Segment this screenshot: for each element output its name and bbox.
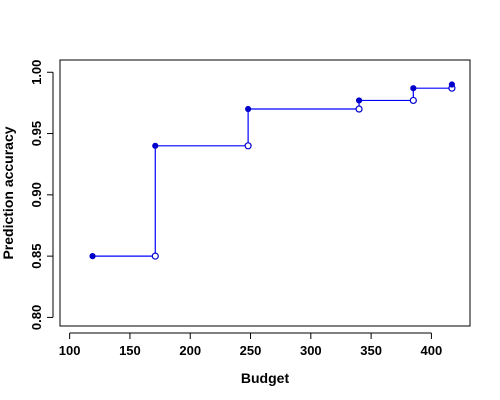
filled-point [410, 85, 417, 92]
filled-point [245, 105, 252, 113]
plot-frame [59, 59, 471, 327]
x-tick-label: 200 [179, 343, 201, 358]
filled-point [152, 142, 159, 149]
y-axis-title: Prediction accuracy [0, 126, 16, 259]
x-tick-label: 400 [421, 343, 443, 358]
open-point [355, 105, 363, 113]
y-tick-label: 0.80 [29, 305, 44, 330]
open-point [244, 142, 252, 150]
y-axis: 0.80 0.85 0.90 0.95 1.00 [29, 60, 54, 330]
filled-point [448, 81, 456, 88]
x-axis: 100 150 200 250 300 350 400 [59, 332, 443, 358]
y-tick-label: 0.85 [29, 243, 44, 268]
y-tick-label: 0.95 [29, 121, 44, 146]
x-tick-label: 250 [240, 343, 262, 358]
y-tick-label: 1.00 [29, 60, 44, 85]
filled-point [89, 253, 96, 260]
open-point [409, 96, 417, 105]
x-tick-label: 350 [360, 343, 382, 358]
x-tick-label: 150 [119, 343, 141, 358]
open-point [151, 252, 159, 260]
filled-point [355, 97, 363, 104]
y-tick-label: 0.90 [29, 182, 44, 207]
x-tick-label: 100 [59, 343, 81, 358]
x-axis-title: Budget [241, 370, 290, 386]
x-tick-label: 300 [300, 343, 322, 358]
accuracy-series [89, 81, 456, 260]
